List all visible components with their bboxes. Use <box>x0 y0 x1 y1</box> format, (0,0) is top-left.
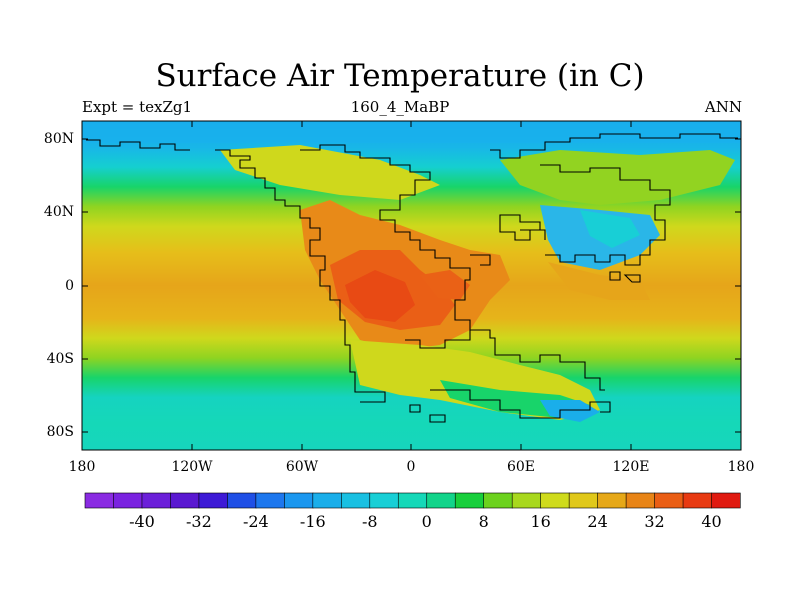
colorbar-swatch <box>198 492 228 509</box>
colorbar-label: 0 <box>421 512 432 531</box>
colorbar-label: 40 <box>701 512 722 531</box>
temperature-field <box>82 121 741 450</box>
lat-label-40n: 40N <box>43 204 74 220</box>
colorbar-label: -8 <box>361 512 378 531</box>
colorbar-label: -24 <box>242 512 269 531</box>
colorbar-swatch <box>312 492 342 509</box>
colorbar-swatch <box>84 492 115 509</box>
colorbar-swatch <box>284 492 314 509</box>
cold-highland-core <box>580 210 640 248</box>
lon-label-0: 0 <box>406 459 416 475</box>
period-label: 160_4_MaBP <box>350 98 450 116</box>
colorbar-swatch <box>597 492 627 509</box>
lat-label-80s: 80S <box>46 424 74 440</box>
colorbar-label: -40 <box>129 512 155 531</box>
island-3 <box>609 271 621 281</box>
lon-label-120w: 120W <box>171 459 213 475</box>
axis-ticks <box>81 121 742 450</box>
asia-land-mild <box>500 150 735 205</box>
colorbar-swatch <box>654 492 684 509</box>
lon-label-180e: 180 <box>727 459 755 475</box>
colorbar-label: 16 <box>530 512 551 531</box>
colorbar-swatch <box>483 492 513 509</box>
island-4 <box>409 404 421 413</box>
colorbar-swatch <box>141 492 172 509</box>
east-asia-warm <box>548 262 650 300</box>
colorbar <box>84 492 741 509</box>
colorbar-swatch <box>397 492 428 509</box>
lon-label-120e: 120E <box>612 459 650 475</box>
colorbar-swatch <box>511 492 542 509</box>
island-2 <box>623 274 641 283</box>
colorbar-swatch <box>426 492 456 509</box>
arctic-coast-east <box>490 133 738 159</box>
colorbar-swatch <box>625 492 656 509</box>
northern-land-mild <box>220 145 440 200</box>
colorbar-swatch <box>369 492 399 509</box>
lon-label-60w: 60W <box>285 459 319 475</box>
colorbar-label: 24 <box>587 512 608 531</box>
colorbar-label: -16 <box>299 512 326 531</box>
colorbar-swatch <box>227 492 257 509</box>
colorbar-label: 8 <box>478 512 489 531</box>
colorbar-swatch <box>540 492 570 509</box>
island-5 <box>429 414 446 423</box>
colorbar-swatch <box>113 492 143 509</box>
map-title: Surface Air Temperature (in C) <box>155 58 645 94</box>
colorbar-swatch <box>682 492 713 509</box>
antarctic-edge-cold <box>540 400 600 422</box>
colorbar-swatch <box>170 492 200 509</box>
colorbar-label: -32 <box>186 512 212 531</box>
colorbar-swatch <box>255 492 285 509</box>
averaging-label: ANN <box>704 98 742 116</box>
east-hot-spot <box>420 270 470 300</box>
lon-label-60e: 60E <box>506 459 536 475</box>
experiment-label: Expt = texZg1 <box>82 98 193 116</box>
colorbar-swatch <box>340 492 371 509</box>
inlet-2 <box>470 254 491 266</box>
tethys-north-coast <box>300 144 605 391</box>
inner-coast <box>405 330 471 349</box>
colorbar-swatch <box>454 492 485 509</box>
pangaea-hottest-core <box>345 270 415 322</box>
east-asia-coast <box>540 164 671 266</box>
lon-label-180w: 180 <box>68 459 96 475</box>
southern-coast <box>430 389 611 419</box>
colorbar-label: 32 <box>644 512 665 531</box>
coastlines <box>86 133 738 423</box>
colorbar-swatch <box>568 492 599 509</box>
inlet <box>520 229 546 240</box>
west-pangaea-coast <box>215 149 386 403</box>
colorbar-swatch <box>711 492 741 509</box>
arctic-coast-west <box>86 139 190 151</box>
lat-label-0: 0 <box>65 278 74 294</box>
lat-label-40s: 40S <box>46 351 74 367</box>
lat-label-80n: 80N <box>43 131 74 147</box>
